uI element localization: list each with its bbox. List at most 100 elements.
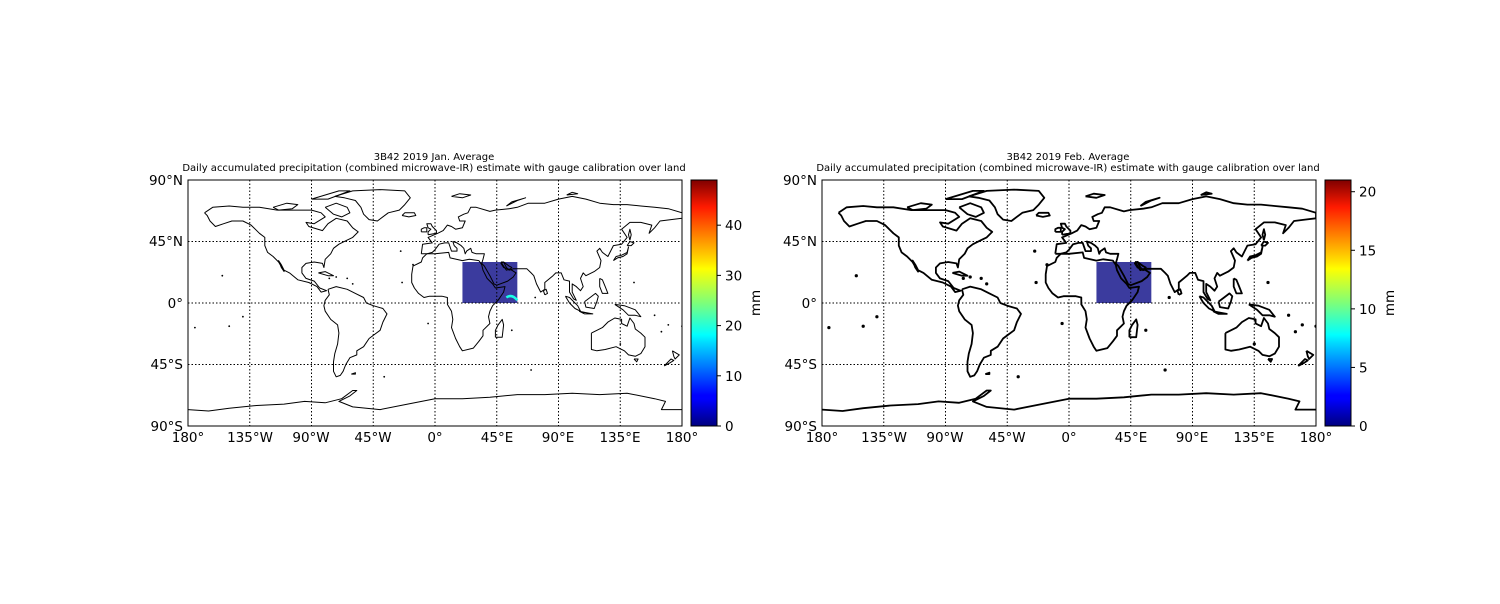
coastline-australia (590, 317, 646, 357)
island-17 (1266, 280, 1270, 285)
longitude-labels: 180° 135°W 90°W 45°W 0° 45°E 90°E 135°E … (172, 430, 699, 446)
map-title-line2: Daily accumulated precipitation (combine… (182, 163, 685, 174)
colorbar-tick: 10 (725, 369, 742, 385)
colorbar-label: mm (748, 290, 764, 316)
map-frame (187, 179, 683, 427)
island-16 (351, 283, 354, 285)
coastline-severnaya (1200, 191, 1213, 196)
coastline-new-zealand-n (1305, 350, 1315, 360)
coastline-japan (612, 246, 629, 262)
coastline-philippines (1232, 277, 1243, 295)
colorbar-tick: 20 (725, 319, 742, 335)
map-panel-jan: 3B42 2019 Jan. Average Daily accumulated… (149, 152, 764, 446)
map-frame (821, 179, 1317, 427)
coastline-victoria (272, 202, 299, 211)
island-15 (968, 275, 972, 279)
island-14 (961, 276, 965, 281)
lat-label-45s: 45°S (785, 357, 818, 373)
coastline-europe-asia (420, 195, 682, 301)
island-14 (328, 277, 331, 280)
colorbar-label: mm (1382, 290, 1398, 316)
coastline-africa (1044, 251, 1140, 352)
coastline-cuba (318, 271, 334, 277)
coastline-greenland (334, 189, 411, 222)
lon-label-90w: 90°W (926, 430, 963, 446)
lon-label-45w: 45°W (988, 430, 1025, 446)
island-20 (427, 322, 429, 325)
colorbar-tick: 5 (1359, 360, 1368, 376)
lon-label-135e: 135°E (1233, 430, 1274, 446)
coastline-cuba (952, 270, 969, 277)
coastline-severnaya (566, 191, 579, 196)
island-8 (1033, 249, 1037, 253)
coastline-iceland (401, 212, 417, 218)
lon-label-180w: 180° (806, 430, 839, 446)
coastline-britain (426, 223, 437, 236)
lon-label-90e: 90°E (1176, 430, 1208, 446)
coastline-antarctica (188, 390, 682, 412)
coastline-svalbard (1085, 192, 1106, 199)
coastline-novaya-zemlya (1139, 196, 1161, 207)
coastline-new-guinea (614, 303, 642, 318)
longitude-labels: 180° 135°W 90°W 45°W 0° 45°E 90°E 135°E … (806, 430, 1333, 446)
lat-label-90n: 90°N (149, 173, 183, 189)
coastline-svalbard (451, 193, 472, 199)
coastline-hokkaido (1260, 240, 1269, 247)
island-19 (530, 369, 532, 371)
island-21 (619, 343, 622, 345)
island-3 (194, 326, 196, 329)
coastline-java (1212, 310, 1228, 315)
graticule (188, 180, 682, 426)
island-10 (401, 281, 403, 284)
colorbar-gradient (1324, 179, 1352, 427)
colorbar-tick: 40 (725, 218, 742, 234)
island-18 (383, 375, 386, 378)
island-9 (1045, 263, 1049, 267)
coastline-south-america (957, 285, 1022, 378)
island-10 (1034, 280, 1038, 285)
coastline-japan (1246, 246, 1264, 262)
island-5 (1293, 330, 1298, 334)
coastline-north-america (204, 205, 359, 293)
coastline-africa (411, 251, 506, 352)
coastline-madagascar (1128, 318, 1139, 339)
island-1 (228, 325, 231, 328)
map-title-line1: 3B42 2019 Feb. Average (1007, 152, 1130, 163)
island-1 (861, 324, 865, 328)
coastline-ellesmere (311, 190, 351, 200)
island-21 (1252, 342, 1256, 346)
island-6 (1286, 313, 1291, 317)
island-19 (1163, 368, 1167, 372)
coastline-sri-lanka (542, 288, 548, 296)
coastline-sakhalin (1261, 228, 1267, 241)
lat-label-0: 0° (168, 296, 183, 312)
lon-label-180w: 180° (172, 430, 205, 446)
island-8 (399, 250, 402, 253)
lon-label-180e: 180° (666, 430, 699, 446)
coastline-java (578, 310, 594, 315)
island-11 (1144, 328, 1148, 332)
coastline-australia (1224, 317, 1280, 358)
lon-label-90w: 90°W (292, 430, 329, 446)
colorbar-tick: 20 (1359, 185, 1376, 201)
coastline-north-america (837, 205, 994, 294)
map-panel-feb: 3B42 2019 Feb. Average Daily accumulated… (783, 152, 1398, 446)
colorbar-ticks: 0 5 10 15 20 (1351, 185, 1376, 435)
map-title-line1: 3B42 2019 Jan. Average (374, 152, 495, 163)
island-4 (667, 324, 670, 326)
lon-label-45e: 45°E (1115, 430, 1147, 446)
island-3 (827, 325, 831, 330)
coastline-sakhalin (628, 228, 632, 241)
island-17 (633, 281, 635, 284)
island-13 (346, 277, 349, 280)
precip-high-streak (505, 294, 519, 302)
colorbar: 0 10 20 30 40 mm (690, 179, 764, 435)
colorbar-ticks: 0 10 20 30 40 (717, 218, 742, 435)
lon-label-45w: 45°W (354, 430, 391, 446)
coastline-victoria (906, 202, 933, 212)
coastline-falklands (351, 372, 356, 375)
island-9 (412, 263, 414, 266)
coastline-baffin (958, 202, 985, 218)
coastline-sri-lanka (1176, 288, 1183, 296)
